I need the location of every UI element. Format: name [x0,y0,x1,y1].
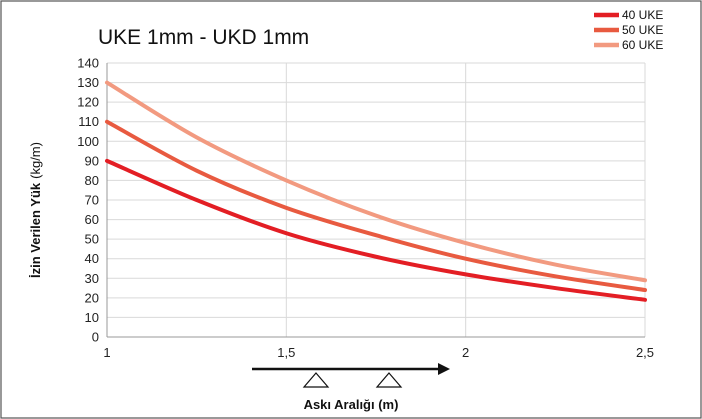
x-tick-label: 2,5 [636,345,654,360]
legend-label: 50 UKE [622,23,663,37]
y-tick-label: 80 [85,173,99,188]
tick-labels: 0 10 20 30 40 50 60 70 80 90 100 110 120 130 140 1 1,5 2 2… [77,56,654,361]
y-tick-label: 90 [85,153,99,168]
y-axis-label: İzin Verilen Yük (kg/m) [28,142,43,278]
arrow-head-icon [438,363,450,375]
y-tick-label: 20 [85,290,99,305]
series-lines [105,80,647,302]
y-tick-label: 30 [85,271,99,286]
support-triangle-icon [302,372,330,388]
chart-title: UKE 1mm - UKD 1mm [98,26,309,49]
y-tick-label: 50 [85,232,99,247]
grid [107,62,646,337]
y-tick-label: 10 [85,310,99,325]
y-tick-label: 70 [85,193,99,208]
y-tick-label: 120 [77,95,99,110]
series-line-40-uke [105,158,647,302]
y-axis-label-main: İzin Verilen Yük [28,182,43,278]
y-tick-label: 110 [78,114,99,129]
y-tick-label: 100 [77,134,99,149]
series-line-50-uke [105,119,647,293]
series-line-60-uke [105,80,647,283]
legend-label: 40 UKE [622,8,663,22]
y-axis-label-unit: (kg/m) [28,142,43,179]
y-tick-label: 40 [85,251,99,266]
axes [106,63,645,338]
y-tick-label: 60 [85,212,99,227]
x-tick-label: 2 [462,345,469,360]
y-tick-label: 0 [92,330,99,345]
y-tick-label: 130 [77,75,99,90]
support-triangle-icon [375,372,403,388]
x-axis-arrow-decoration [252,363,450,388]
x-axis-label: Askı Aralığı (m) [304,397,399,412]
x-tick-label: 1 [103,345,110,360]
y-tick-label: 140 [77,56,99,71]
legend-label: 60 UKE [622,38,663,52]
x-tick-label: 1,5 [277,345,295,360]
